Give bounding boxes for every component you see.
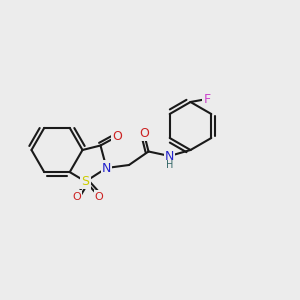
Text: S: S: [82, 175, 89, 188]
Text: F: F: [203, 92, 211, 106]
Text: O: O: [94, 191, 103, 202]
Text: N: N: [165, 149, 174, 163]
Text: O: O: [72, 191, 81, 202]
Text: O: O: [112, 130, 122, 143]
Text: O: O: [139, 127, 149, 140]
Text: H: H: [166, 160, 173, 170]
Text: N: N: [102, 161, 111, 175]
